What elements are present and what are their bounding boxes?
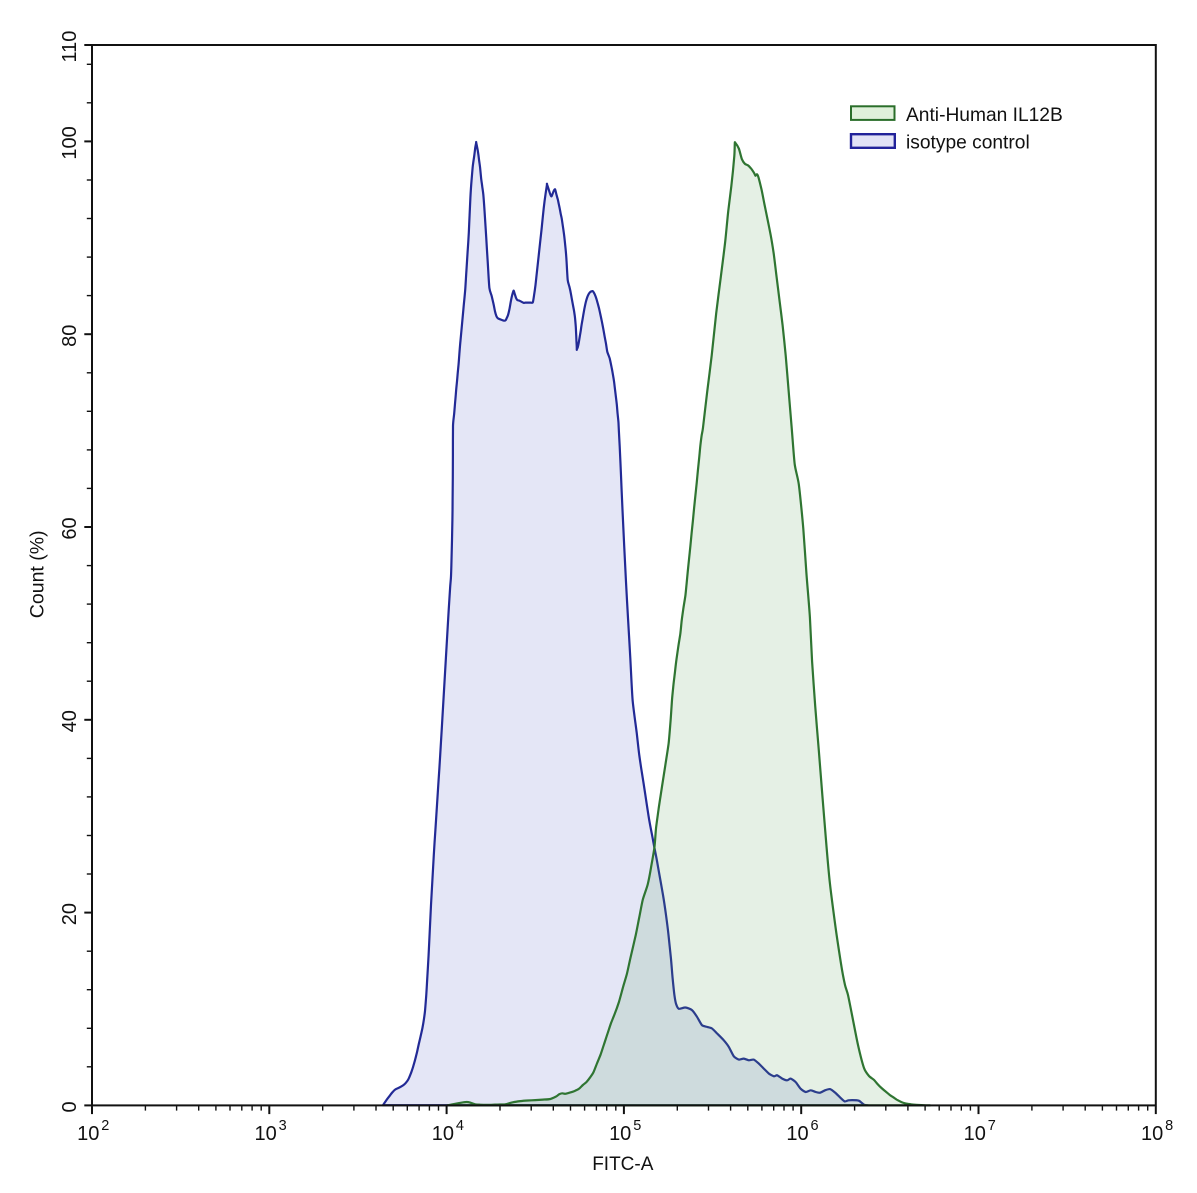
svg-text:isotype control: isotype control [906, 133, 1030, 154]
svg-text:6: 6 [811, 1118, 819, 1134]
svg-text:7: 7 [988, 1118, 996, 1134]
svg-text:0: 0 [59, 1101, 81, 1112]
svg-text:Count (%): Count (%) [27, 530, 49, 618]
svg-text:5: 5 [633, 1118, 641, 1134]
svg-text:110: 110 [59, 31, 81, 63]
svg-text:60: 60 [59, 517, 81, 539]
svg-text:10: 10 [254, 1123, 276, 1145]
svg-text:80: 80 [59, 325, 81, 347]
svg-text:Anti-Human IL12B: Anti-Human IL12B [906, 105, 1063, 126]
svg-text:100: 100 [59, 126, 81, 159]
svg-text:3: 3 [279, 1118, 287, 1134]
svg-text:10: 10 [964, 1123, 986, 1145]
svg-text:8: 8 [1165, 1118, 1173, 1134]
svg-text:10: 10 [786, 1123, 808, 1145]
svg-text:2: 2 [101, 1118, 109, 1134]
svg-text:20: 20 [59, 903, 81, 925]
svg-text:10: 10 [432, 1123, 454, 1145]
svg-text:10: 10 [77, 1123, 99, 1145]
svg-text:10: 10 [1141, 1123, 1163, 1145]
svg-text:FITC-A: FITC-A [592, 1154, 654, 1175]
svg-text:10: 10 [609, 1123, 631, 1145]
svg-text:4: 4 [456, 1118, 464, 1134]
svg-text:40: 40 [59, 710, 81, 732]
